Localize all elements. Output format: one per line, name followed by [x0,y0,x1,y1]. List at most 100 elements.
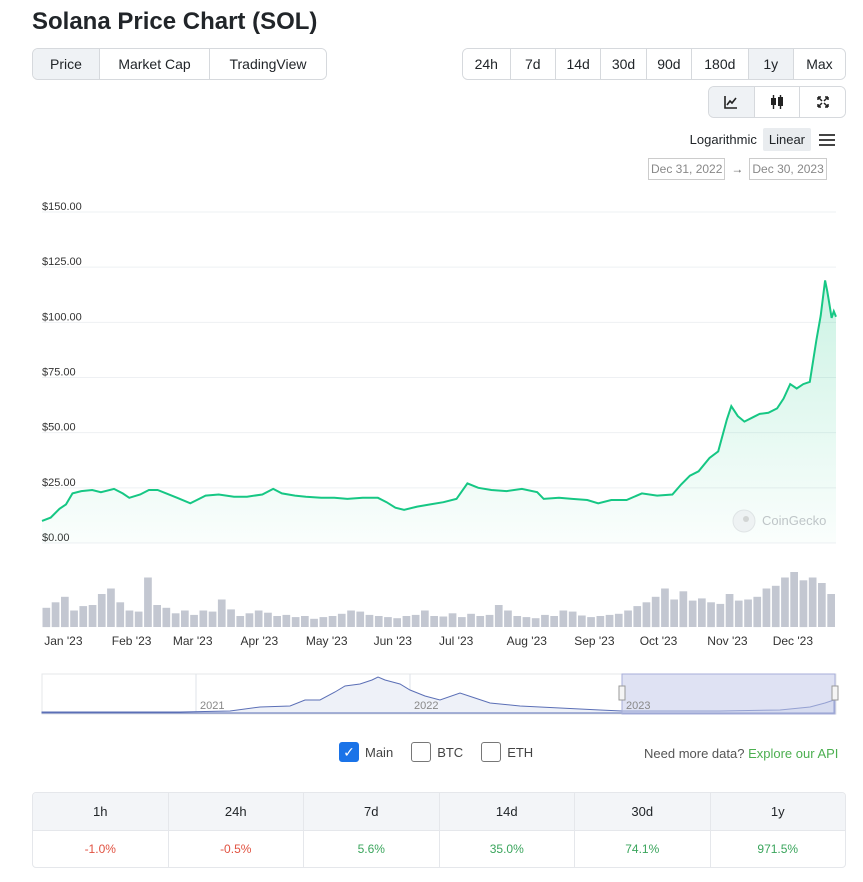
price-change-header-row: 1h 24h 7d 14d 30d 1y [33,793,845,831]
toggle-eth[interactable]: ETH [481,742,533,762]
tab-market-cap[interactable]: Market Cap [100,49,210,79]
logarithmic-option[interactable]: Logarithmic [689,132,757,147]
checkbox-eth[interactable] [481,742,502,762]
range-1y[interactable]: 1y [748,49,794,79]
volume-bar [633,606,642,627]
volume-bar [624,610,632,627]
volume-bar [578,615,586,627]
line-chart-icon [724,96,738,109]
header-30d: 30d [575,793,711,831]
volume-bar [70,610,78,627]
checkbox-main[interactable]: ✓ [339,742,359,762]
toggle-btc[interactable]: BTC [411,742,463,762]
volume-bar [208,611,217,627]
volume-bar [264,612,272,627]
volume-bar [559,610,568,627]
tab-tradingview[interactable]: TradingView [210,49,326,79]
volume-bar [698,598,706,627]
volume-bar [716,603,725,627]
change-1y: 971.5% [757,842,799,856]
hamburger-menu-icon[interactable] [819,133,835,146]
volume-bar [190,614,198,627]
fullscreen-button[interactable] [800,87,845,117]
range-max[interactable]: Max [793,49,845,79]
volume-bar [753,596,762,628]
header-7d: 7d [304,793,440,831]
date-to-input[interactable]: Dec 30, 2023 [749,158,827,180]
time-range-tabs: 24h 7d 14d 30d 90d 180d 1y Max [462,48,846,80]
checkbox-btc[interactable] [411,742,432,762]
range-180d[interactable]: 180d [692,49,749,79]
linear-option[interactable]: Linear [762,128,811,151]
x-tick-label: Apr '23 [241,634,279,648]
x-tick-label: Mar '23 [173,634,213,648]
date-from-input[interactable]: Dec 31, 2022 [648,158,726,180]
volume-bar [61,596,69,628]
y-tick-label: $125.00 [42,256,82,268]
volume-bar [199,610,208,627]
volume-bar [458,617,466,627]
change-24h: -0.5% [169,831,304,867]
volume-bar [762,588,771,627]
change-7d: 5.6% [304,831,440,867]
price-area [42,280,836,543]
volume-bar [88,605,97,627]
toggle-eth-label: ETH [507,744,534,760]
volume-bar [116,602,125,628]
volume-bar [421,610,429,627]
y-tick-label: $150.00 [42,201,82,213]
volume-bar [328,616,337,627]
volume-bar [374,616,383,627]
volume-bar [605,614,614,627]
volume-bar [430,616,438,627]
volume-bar [485,614,494,627]
volume-bar [448,613,457,628]
volume-bar [365,614,374,627]
range-7d[interactable]: 7d [510,49,556,79]
price-chart[interactable]: $150.00$125.00$100.00$75.00$50.00$25.00$… [0,190,863,730]
volume-bar [144,577,152,627]
navigator-handle-right[interactable] [831,685,839,701]
volume-bar [291,617,300,627]
x-tick-label: Aug '23 [507,634,548,648]
navigator-selection[interactable] [621,673,836,715]
y-tick-label: $25.00 [42,477,76,489]
x-tick-label: Oct '23 [640,634,678,648]
volume-bar [236,616,245,627]
volume-bar [790,572,798,627]
volume-bar [282,614,291,627]
candlestick-button[interactable] [754,87,801,117]
arrow-right-icon: → [731,162,744,176]
volume-bar [522,617,531,627]
volume-bar [162,607,171,628]
candlestick-icon [771,95,783,109]
volume-bar [513,616,522,627]
volume-bar [661,588,669,627]
range-24h[interactable]: 24h [463,49,511,79]
volume-bar [254,610,263,627]
volume-bar [550,616,558,627]
navigator-handle-left[interactable] [618,685,626,701]
change-30d: 74.1% [575,831,711,867]
volume-bar [393,618,401,627]
navigator[interactable]: 2021 2022 2023 [41,673,839,715]
x-tick-label: Jan '23 [44,634,83,648]
volume-bar [217,599,226,627]
volume-bar [79,606,88,627]
tab-price[interactable]: Price [33,49,100,79]
range-90d[interactable]: 90d [646,49,693,79]
toggle-main[interactable]: ✓ Main [339,742,393,762]
volume-bar [227,609,235,627]
volume-bar [319,617,328,627]
volume-bar [301,616,309,627]
volume-bar [181,610,189,627]
volume-bar [171,613,180,628]
explore-api-link[interactable]: Explore our API [748,746,839,761]
x-tick-label: Feb '23 [112,634,152,648]
volume-bar [476,616,485,627]
date-range: Dec 31, 2022 → Dec 30, 2023 [648,158,827,180]
range-30d[interactable]: 30d [601,49,647,79]
range-14d[interactable]: 14d [555,49,602,79]
view-tabs: Price Market Cap TradingView [32,48,327,80]
line-chart-button[interactable] [709,87,755,117]
